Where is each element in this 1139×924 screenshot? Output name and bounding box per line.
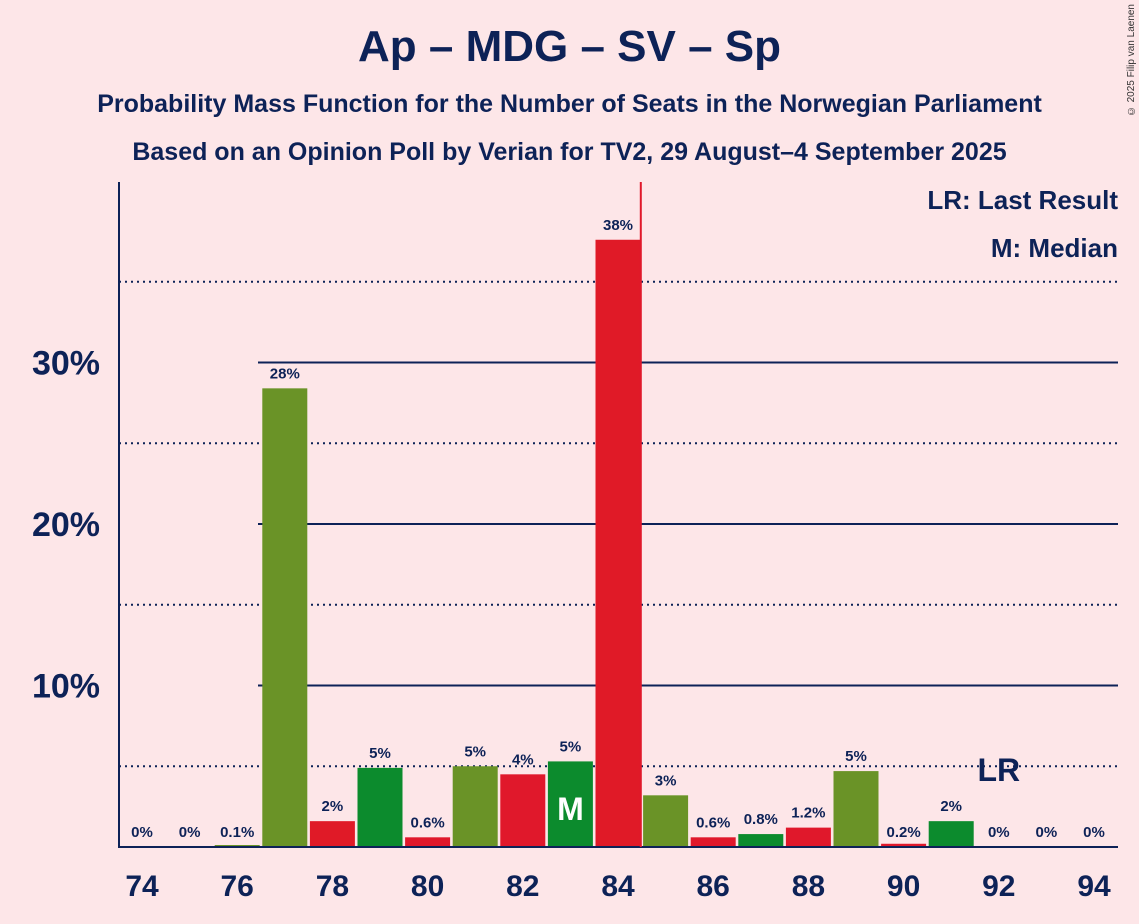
x-tick-label-80: 80 <box>411 870 444 903</box>
legend-last-result: LR: Last Result <box>927 185 1118 215</box>
value-label-85: 3% <box>655 772 677 789</box>
bar-83 <box>547 761 593 847</box>
y-label-backdrop-2 <box>4 338 258 387</box>
y-tick-label-0: 10% <box>32 668 100 706</box>
chart-subtitle: Probability Mass Function for the Number… <box>97 90 1042 118</box>
value-label-74: 0% <box>131 824 153 841</box>
x-axis-labels: 74 76 78 80 82 84 86 88 90 92 94 <box>125 870 1111 903</box>
y-axis-labels: 10% 20% 30% <box>4 338 258 710</box>
bar-84 <box>595 239 641 847</box>
bar-91 <box>928 821 974 847</box>
bar-87 <box>738 834 784 847</box>
markers: M LR <box>557 182 1020 847</box>
value-label-80: 0.6% <box>410 814 444 831</box>
value-label-84: 38% <box>603 217 633 234</box>
last-result-marker: LR <box>977 752 1020 788</box>
y-tick-label-1: 20% <box>32 506 100 544</box>
value-label-76: 0.1% <box>220 824 254 841</box>
value-label-83: 5% <box>560 738 582 755</box>
x-tick-label-90: 90 <box>887 870 920 903</box>
chart-source: Based on an Opinion Poll by Verian for T… <box>132 138 1007 166</box>
value-label-91: 2% <box>940 798 962 815</box>
value-label-92: 0% <box>988 824 1010 841</box>
y-tick-label-2: 30% <box>32 345 100 383</box>
value-label-86: 0.6% <box>696 814 730 831</box>
axes <box>118 182 1118 848</box>
bar-78 <box>309 821 355 847</box>
x-tick-label-76: 76 <box>221 870 254 903</box>
value-label-93: 0% <box>1036 824 1058 841</box>
x-tick-label-88: 88 <box>792 870 825 903</box>
bar-77 <box>262 388 308 847</box>
value-label-78: 2% <box>322 798 344 815</box>
chart-title: Ap – MDG – SV – Sp <box>358 22 781 71</box>
bar-80 <box>405 837 451 847</box>
x-tick-label-84: 84 <box>601 870 635 903</box>
value-label-81: 5% <box>464 743 486 760</box>
bars <box>214 239 974 847</box>
bar-90 <box>881 843 927 847</box>
bar-85 <box>643 795 689 847</box>
x-tick-label-94: 94 <box>1077 870 1111 903</box>
value-label-90: 0.2% <box>886 824 920 841</box>
value-label-77: 28% <box>270 365 300 382</box>
bar-79 <box>357 767 403 847</box>
value-label-87: 0.8% <box>744 811 778 828</box>
x-tick-label-86: 86 <box>697 870 730 903</box>
value-label-79: 5% <box>369 745 391 762</box>
x-tick-label-78: 78 <box>316 870 349 903</box>
value-labels: 0% 0% 0.1% 28% 2% 5% 0.6% 5% 4% 5% 38% 3% 0.6% 0.8% 1.… <box>131 217 1105 841</box>
bar-88 <box>785 827 831 847</box>
bar-89 <box>833 771 879 847</box>
x-tick-label-82: 82 <box>506 870 539 903</box>
legend-median: M: Median <box>991 233 1118 263</box>
median-marker: M <box>557 791 584 827</box>
bar-81 <box>452 766 498 847</box>
value-label-88: 1.2% <box>791 805 825 822</box>
x-tick-label-74: 74 <box>125 870 159 903</box>
bar-82 <box>500 774 546 847</box>
bar-86 <box>690 837 736 847</box>
value-label-82: 4% <box>512 751 534 768</box>
value-label-94: 0% <box>1083 824 1105 841</box>
value-label-89: 5% <box>845 748 867 765</box>
x-tick-label-92: 92 <box>982 870 1015 903</box>
value-label-75: 0% <box>179 824 201 841</box>
y-label-backdrop-1 <box>4 500 258 548</box>
y-label-backdrop-0 <box>4 661 258 710</box>
